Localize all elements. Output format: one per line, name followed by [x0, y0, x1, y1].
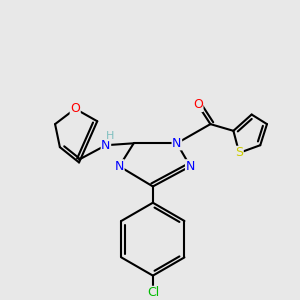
- Text: N: N: [172, 137, 182, 150]
- Text: N: N: [101, 139, 111, 152]
- Text: O: O: [193, 98, 203, 111]
- Text: N: N: [186, 160, 195, 173]
- Text: S: S: [235, 146, 243, 159]
- Text: H: H: [106, 130, 114, 141]
- Text: O: O: [70, 102, 80, 115]
- Text: Cl: Cl: [147, 286, 159, 299]
- Text: N: N: [115, 160, 124, 173]
